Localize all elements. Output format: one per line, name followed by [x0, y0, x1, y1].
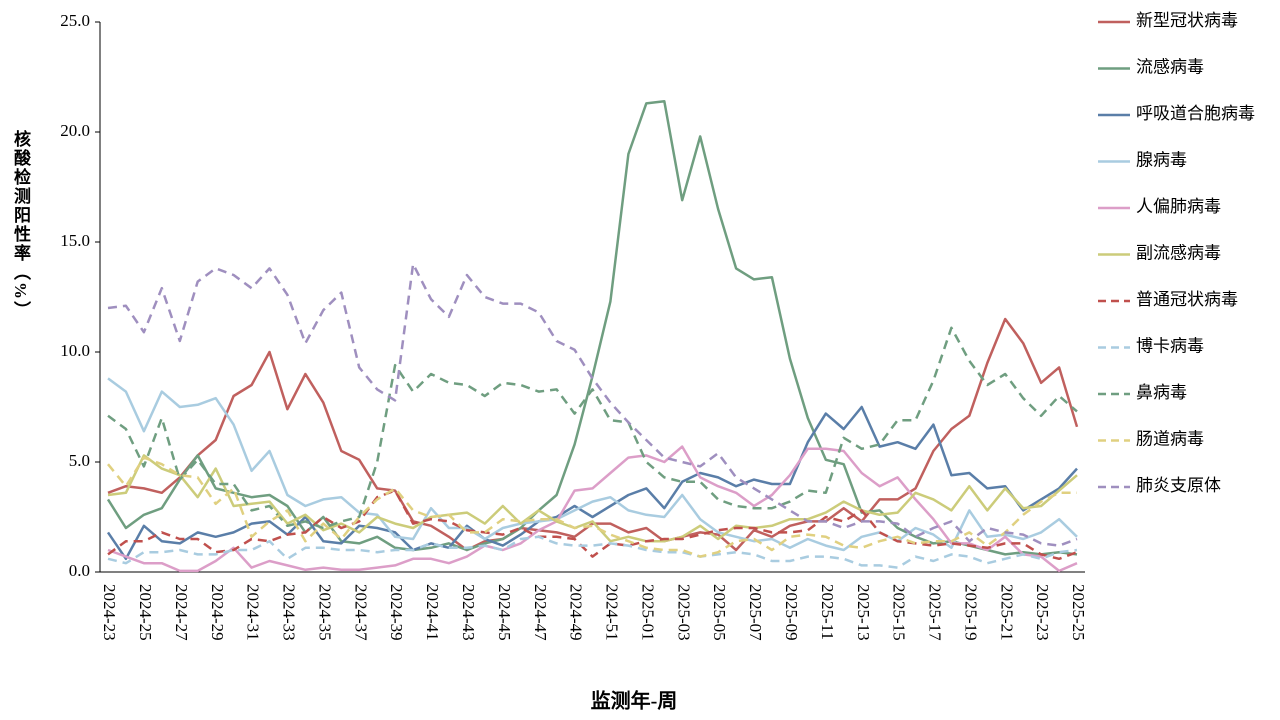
x-tick-label: 2025-19 — [961, 584, 980, 641]
series-line — [107, 326, 1078, 530]
x-tick-label: 2025-05 — [710, 584, 729, 641]
x-tick-label: 2025-03 — [674, 584, 693, 641]
series-line — [107, 377, 1078, 552]
x-tick-label: 2024-37 — [351, 584, 370, 641]
x-tick-label: 2024-43 — [459, 584, 478, 641]
x-tick-label: 2025-09 — [782, 584, 801, 641]
legend-label: 博卡病毒 — [1136, 336, 1204, 355]
legend-label: 新型冠状病毒 — [1136, 11, 1238, 30]
legend-label: 肺炎支原体 — [1136, 476, 1221, 495]
x-tick-label: 2024-35 — [315, 584, 334, 641]
y-tick-label: 5.0 — [69, 451, 90, 470]
legend-label: 副流感病毒 — [1136, 243, 1221, 262]
x-tick-label: 2024-27 — [172, 584, 191, 641]
x-tick-label: 2024-45 — [495, 584, 514, 641]
x-tick-label: 2024-25 — [136, 584, 155, 641]
series-line — [107, 535, 1078, 569]
series-line — [106, 405, 1078, 561]
series-line — [106, 99, 1078, 556]
x-tick-label: 2025-15 — [890, 584, 909, 641]
legend-label: 人偏肺病毒 — [1136, 197, 1221, 216]
x-tick-label: 2024-29 — [208, 584, 227, 641]
series-line — [107, 489, 1078, 561]
series-line — [107, 445, 1078, 573]
x-tick-label: 2024-51 — [603, 584, 622, 641]
x-tick-label: 2024-49 — [567, 584, 586, 641]
x-tick-label: 2024-47 — [531, 584, 550, 641]
x-tick-label: 2025-25 — [1069, 584, 1088, 641]
y-tick-label: 0.0 — [69, 561, 90, 580]
y-tick-label: 10.0 — [60, 341, 90, 360]
x-tick-label: 2025-17 — [926, 584, 945, 641]
x-tick-label: 2025-13 — [854, 584, 873, 641]
x-tick-label: 2024-39 — [387, 584, 406, 641]
legend-label: 呼吸道合胞病毒 — [1136, 104, 1255, 123]
x-tick-label: 2024-33 — [280, 584, 299, 641]
series-line — [107, 317, 1079, 552]
x-tick-label: 2024-41 — [423, 584, 442, 641]
legend-label: 流感病毒 — [1136, 57, 1204, 76]
series-line — [107, 454, 1078, 543]
y-axis-label: 核酸检测阳性率（%） — [11, 130, 30, 320]
x-tick-label: 2024-31 — [244, 584, 263, 641]
x-tick-label: 2025-01 — [638, 584, 657, 641]
x-tick-label: 2024-23 — [100, 584, 119, 641]
legend-label: 普通冠状病毒 — [1136, 290, 1238, 309]
y-tick-label: 25.0 — [60, 11, 90, 30]
x-tick-label: 2025-23 — [1033, 584, 1052, 641]
legend-label: 肠道病毒 — [1136, 429, 1204, 448]
series-line — [107, 262, 1078, 547]
x-axis-label: 监测年-周 — [591, 689, 678, 713]
legend-label: 鼻病毒 — [1136, 383, 1187, 402]
y-tick-label: 20.0 — [60, 121, 90, 140]
legend-label: 腺病毒 — [1136, 150, 1187, 169]
x-tick-label: 2025-11 — [818, 584, 837, 640]
y-tick-label: 15.0 — [60, 231, 90, 250]
x-tick-label: 2025-07 — [746, 584, 765, 641]
x-tick-label: 2025-21 — [997, 584, 1016, 641]
